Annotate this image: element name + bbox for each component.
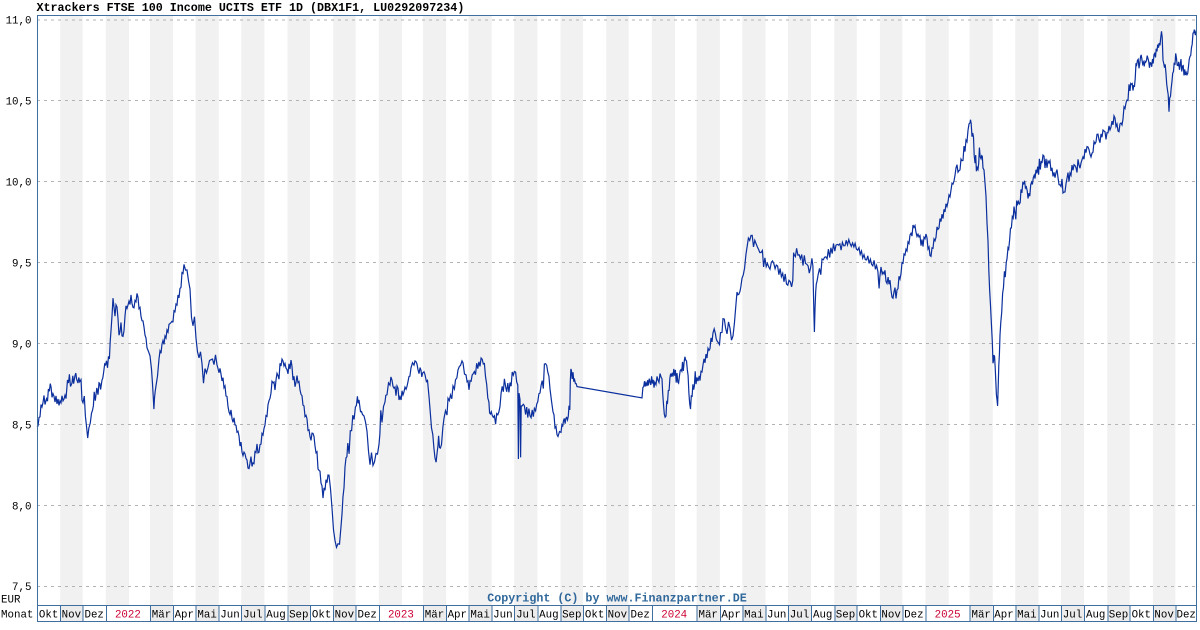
svg-text:Jun: Jun: [1040, 610, 1059, 622]
svg-text:8,5: 8,5: [12, 420, 31, 432]
svg-text:Aug: Aug: [539, 610, 558, 622]
svg-text:Sep: Sep: [289, 610, 308, 622]
svg-text:9,0: 9,0: [12, 339, 31, 351]
svg-text:EUR: EUR: [1, 595, 21, 607]
svg-text:Sep: Sep: [562, 610, 581, 622]
svg-text:7,5: 7,5: [12, 582, 31, 594]
svg-text:Aug: Aug: [813, 610, 832, 622]
svg-text:Jul: Jul: [516, 610, 535, 622]
svg-text:Mär: Mär: [152, 610, 171, 622]
svg-text:Mai: Mai: [1017, 610, 1036, 622]
svg-text:Sep: Sep: [1109, 610, 1128, 622]
svg-text:Nov: Nov: [1154, 610, 1174, 622]
svg-text:Mai: Mai: [197, 610, 216, 622]
svg-text:2025: 2025: [935, 610, 961, 622]
svg-text:Jun: Jun: [493, 610, 512, 622]
svg-text:Mär: Mär: [425, 610, 444, 622]
svg-text:Jul: Jul: [790, 610, 809, 622]
svg-text:Copyright (C) by www.Finanzpar: Copyright (C) by www.Finanzpartner.DE: [487, 592, 747, 606]
svg-text:Okt: Okt: [312, 610, 331, 622]
svg-text:Mai: Mai: [744, 610, 763, 622]
svg-text:Jun: Jun: [767, 610, 786, 622]
svg-text:Apr: Apr: [721, 610, 740, 622]
svg-text:10,0: 10,0: [6, 178, 32, 190]
svg-text:Okt: Okt: [39, 610, 58, 622]
svg-text:Mai: Mai: [470, 610, 489, 622]
svg-text:Aug: Aug: [266, 610, 285, 622]
svg-text:2024: 2024: [661, 610, 687, 622]
svg-text:Okt: Okt: [1132, 610, 1151, 622]
svg-text:Nov: Nov: [881, 610, 901, 622]
svg-text:9,5: 9,5: [12, 259, 31, 271]
svg-text:Xtrackers FTSE 100 Income UCIT: Xtrackers FTSE 100 Income UCITS ETF 1D (…: [37, 1, 465, 15]
svg-text:Jul: Jul: [1063, 610, 1082, 622]
svg-text:11,0: 11,0: [6, 16, 32, 28]
svg-text:Aug: Aug: [1086, 610, 1105, 622]
svg-text:Monat: Monat: [1, 610, 33, 622]
svg-text:Apr: Apr: [175, 610, 194, 622]
svg-text:Nov: Nov: [62, 610, 82, 622]
svg-text:10,5: 10,5: [6, 97, 32, 109]
svg-text:8,0: 8,0: [12, 501, 31, 513]
svg-text:Okt: Okt: [585, 610, 604, 622]
svg-text:Mär: Mär: [971, 610, 990, 622]
svg-text:Apr: Apr: [448, 610, 467, 622]
svg-text:2022: 2022: [115, 610, 141, 622]
svg-text:Dez: Dez: [1176, 610, 1195, 622]
svg-text:Nov: Nov: [608, 610, 628, 622]
svg-text:Apr: Apr: [994, 610, 1013, 622]
svg-text:Sep: Sep: [836, 610, 855, 622]
svg-text:Mär: Mär: [698, 610, 717, 622]
svg-text:Dez: Dez: [84, 610, 103, 622]
svg-text:Nov: Nov: [335, 610, 355, 622]
svg-text:Jul: Jul: [243, 610, 262, 622]
svg-text:2023: 2023: [388, 610, 414, 622]
svg-text:Okt: Okt: [859, 610, 878, 622]
svg-text:Dez: Dez: [357, 610, 376, 622]
svg-text:Dez: Dez: [630, 610, 649, 622]
svg-text:Dez: Dez: [904, 610, 923, 622]
svg-text:Jun: Jun: [220, 610, 239, 622]
